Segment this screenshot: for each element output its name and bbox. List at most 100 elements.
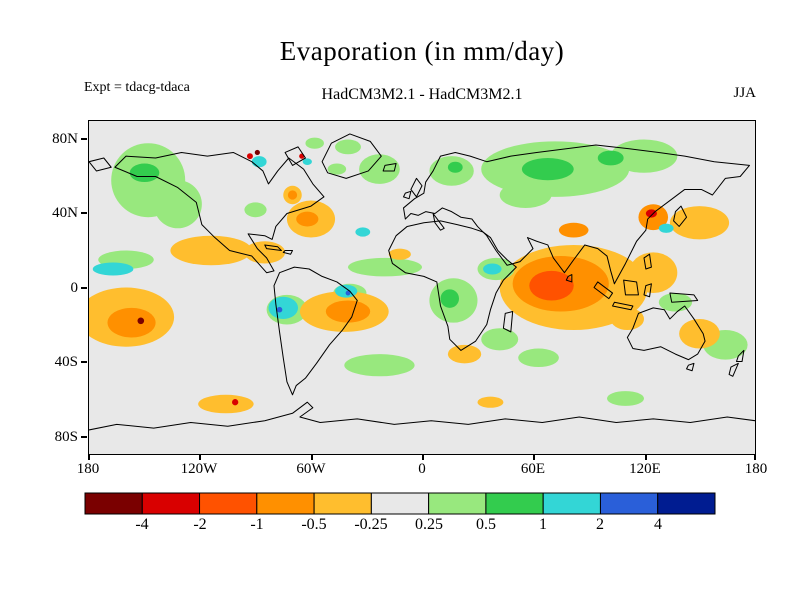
experiment-label: Expt = tdacg-tdaca [84, 80, 190, 95]
coast-italy [432, 212, 445, 231]
colorbar-segment-8 [542, 492, 601, 515]
anomaly-sindian40s-green [518, 348, 559, 368]
colorbar [84, 492, 716, 515]
x-tick-mark [645, 455, 647, 460]
coast-japan [673, 205, 688, 227]
y-tick-label-40s: 40S [54, 354, 78, 370]
coast-eurasia [402, 144, 750, 285]
coast-philippines [643, 253, 652, 270]
colorbar-label-7: 1 [539, 516, 547, 533]
y-tick-label-0: 0 [70, 280, 79, 296]
anomaly-safrica-lightorange [447, 344, 482, 364]
anomaly-quebec-orangecore [287, 190, 298, 200]
coast-greenland [321, 133, 382, 179]
season-label: JJA [733, 85, 756, 101]
anomaly-antcoast-lightorange [477, 396, 504, 408]
x-tick-label-180e: 180 [744, 461, 768, 477]
chart-title: Evaporation (in mm/day) [279, 36, 565, 66]
colorbar-label-5: 0.25 [415, 516, 443, 533]
anomaly-eqpacific-cyan [92, 262, 134, 276]
anomaly-indianocean-deepcore [529, 270, 574, 301]
anomaly-alaska-greencore [129, 163, 160, 183]
colorbar-segment-9 [599, 492, 659, 515]
colorbar-segment-1 [141, 492, 201, 515]
anomaly-kazakh-green [499, 182, 552, 208]
anomaly-iceland-green [327, 163, 347, 175]
x-tick-label-120e: 120E [629, 461, 661, 477]
anomaly-spacific-orangecore [107, 307, 156, 338]
anomaly-tibet-orange [558, 222, 589, 238]
y-tick-mark [81, 212, 87, 214]
anomaly-nebrazil-blue [345, 290, 351, 296]
x-tick-label-60e: 60E [520, 461, 546, 477]
anomaly-siberia-greencore [521, 158, 574, 181]
coast-iceland [382, 163, 397, 172]
coast-new-zealand-north [735, 349, 745, 363]
coast-sulawesi [643, 283, 652, 298]
anomaly-scandinavia-greencore [447, 161, 463, 173]
coast-cuba [264, 244, 282, 252]
anomaly-antcoast-green [607, 391, 644, 406]
anomaly-egreenland-green [335, 139, 361, 155]
colorbar-label-1: -2 [193, 516, 207, 533]
colorbar-segment-3 [256, 492, 315, 515]
colorbar-segment-0 [84, 492, 143, 515]
anomaly-shading-layer [89, 137, 748, 414]
anomaly-greatlakes-green [244, 202, 267, 218]
anomaly-epacific-lightorange [170, 235, 252, 266]
anomaly-spacific-darkred [137, 317, 145, 325]
map-panel [88, 120, 756, 455]
anomaly-nwaustralia-lightorange [610, 307, 644, 331]
y-tick-label-80s: 80S [54, 429, 78, 445]
world-map [89, 133, 755, 431]
colorbar-segment-2 [199, 492, 258, 515]
y-tick-mark [81, 361, 87, 363]
coast-new-zealand-south [728, 362, 739, 377]
x-tick-label-0: 0 [418, 461, 426, 477]
colorbar-label-0: -4 [135, 516, 149, 533]
anomaly-wpacific-lightorange [629, 252, 678, 294]
colorbar-label-8: 2 [596, 516, 604, 533]
coast-borneo [623, 279, 639, 296]
anomaly-japansea-cyan [658, 223, 674, 233]
anomaly-esiberia-greencore [597, 150, 624, 166]
anomaly-wcanada-green [153, 180, 202, 229]
anomaly-ncanada-darkred [254, 149, 260, 156]
coast-south-america [273, 266, 358, 396]
coast-africa [388, 220, 517, 351]
coast-java [612, 301, 634, 311]
coast-australia [626, 305, 706, 361]
y-tick-mark [81, 287, 87, 289]
colorbar-label-9: 4 [654, 516, 662, 533]
colorbar-segment-4 [313, 492, 372, 515]
anomaly-satlantic-orangecore [325, 300, 371, 323]
colorbar-segment-5 [370, 492, 430, 515]
x-tick-mark [199, 455, 201, 460]
y-tick-mark [81, 138, 87, 140]
y-tick-mark [81, 436, 87, 438]
anomaly-greenland-cyan [302, 158, 312, 166]
x-tick-mark [533, 455, 535, 460]
anomaly-antpeninsula-lightorange [198, 394, 254, 414]
colorbar-label-4: -0.25 [354, 516, 388, 533]
coast-tasmania [686, 362, 695, 372]
colorbar-segment-7 [485, 492, 544, 515]
colorbar-swatches [84, 492, 716, 515]
coastlines-layer [89, 133, 755, 431]
coast-madagascar [502, 311, 514, 333]
anomaly-congo-greencore [440, 289, 459, 308]
coast-sumatra [593, 281, 614, 300]
anomaly-baffin-green [305, 137, 324, 149]
colorbar-segment-10 [657, 492, 716, 515]
anomaly-windian-cyan [483, 263, 502, 275]
anomaly-japan-red [645, 209, 657, 218]
x-tick-mark [88, 455, 90, 460]
coast-baffin-island [284, 146, 306, 166]
anomaly-satlantic40s-green [344, 354, 415, 377]
anomaly-neatlantic-cyan [355, 227, 371, 237]
anomaly-eaustralia-lightorange [679, 318, 720, 349]
model-diff-label: HadCM3M2.1 - HadCM3M2.1 [321, 86, 523, 103]
colorbar-label-6: 0.5 [476, 516, 496, 533]
anomaly-mozambique-green [481, 328, 519, 351]
anomaly-esiberia-green [610, 139, 678, 173]
